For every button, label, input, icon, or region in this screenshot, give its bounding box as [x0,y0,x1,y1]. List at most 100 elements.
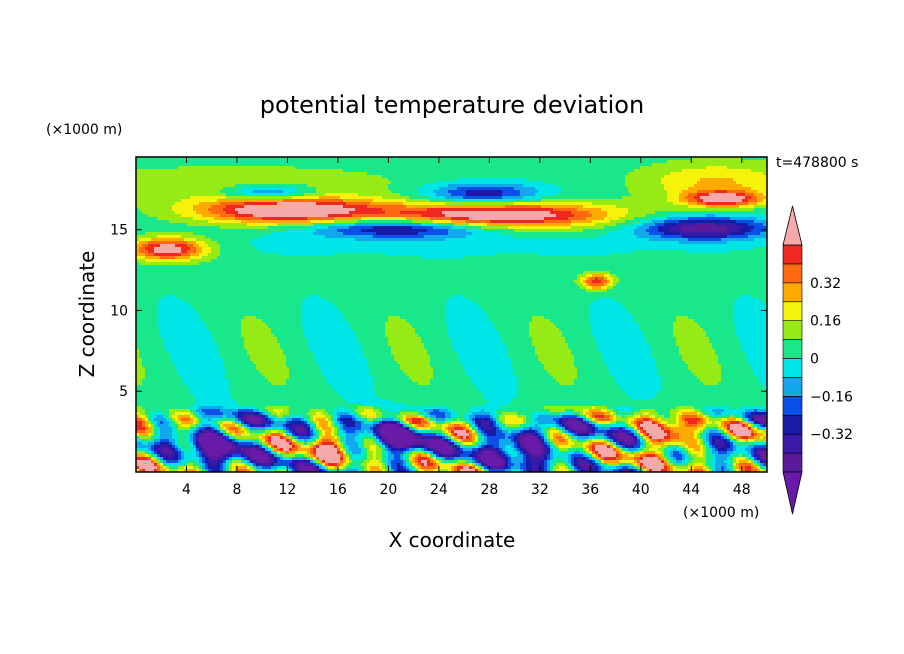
contour-cell [718,160,721,163]
contour-cell [604,163,607,166]
contour-cell [514,193,517,196]
contour-cell [160,202,163,205]
contour-cell [250,190,253,193]
contour-cell [580,160,583,163]
contour-cell [454,196,457,199]
contour-cell [454,217,457,220]
contour-cell [508,169,511,172]
contour-cell [181,172,184,175]
contour-cell [445,202,448,205]
contour-cell [712,184,715,187]
contour-cell [331,196,334,199]
contour-cell [184,184,187,187]
contour-cell [214,220,217,223]
contour-cell [382,202,385,205]
contour-cell [178,223,181,226]
contour-cell [166,205,169,208]
contour-cell [661,175,664,178]
contour-cell [508,202,511,205]
contour-cell [193,178,196,181]
contour-cell [541,208,544,211]
contour-cell [724,205,727,208]
contour-cell [448,166,451,169]
contour-cell [319,208,322,211]
contour-cell [526,166,529,169]
contour-cell [607,196,610,199]
contour-cell [142,169,145,172]
contour-cell [349,175,352,178]
contour-cell [166,226,169,229]
contour-cell [217,184,220,187]
contour-cell [505,205,508,208]
contour-cell [517,175,520,178]
contour-cell [643,205,646,208]
contour-cell [172,193,175,196]
contour-cell [550,214,553,217]
contour-cell [409,181,412,184]
contour-cell [154,160,157,163]
contour-cell [748,193,751,196]
contour-cell [337,220,340,223]
contour-cell [676,187,679,190]
contour-cell [265,217,268,220]
contour-cell [322,214,325,217]
contour-cell [298,181,301,184]
contour-cell [295,208,298,211]
contour-cell [730,181,733,184]
contour-cell [418,223,421,226]
contour-cell [661,169,664,172]
contour-cell [325,196,328,199]
contour-cell [739,193,742,196]
contour-cell [655,163,658,166]
contour-cell [409,175,412,178]
contour-cell [172,205,175,208]
contour-cell [577,202,580,205]
contour-cell [436,199,439,202]
contour-cell [490,199,493,202]
contour-cell [247,181,250,184]
contour-cell [328,193,331,196]
contour-cell [463,211,466,214]
contour-cell [166,181,169,184]
contour-cell [310,172,313,175]
contour-cell [403,199,406,202]
contour-cell [169,160,172,163]
contour-cell [184,196,187,199]
contour-cell [214,187,217,190]
contour-cell [721,169,724,172]
contour-cell [763,196,766,199]
contour-cell [247,214,250,217]
contour-cell [346,196,349,199]
contour-cell [502,193,505,196]
contour-cell [643,172,646,175]
contour-cell [220,172,223,175]
contour-cell [511,175,514,178]
contour-cell [607,217,610,220]
contour-cell [238,160,241,163]
contour-cell [739,190,742,193]
contour-cell [487,172,490,175]
contour-cell [379,163,382,166]
contour-cell [430,211,433,214]
contour-cell [208,193,211,196]
contour-cell [673,196,676,199]
contour-cell [535,160,538,163]
contour-cell [430,166,433,169]
contour-cell [685,214,688,217]
contour-cell [703,175,706,178]
contour-cell [331,175,334,178]
contour-cell [649,190,652,193]
contour-cell [730,175,733,178]
contour-cell [511,196,514,199]
contour-cell [214,172,217,175]
contour-cell [373,190,376,193]
contour-cell [637,202,640,205]
contour-cell [229,223,232,226]
contour-cell [403,205,406,208]
contour-cell [646,196,649,199]
contour-cell [739,184,742,187]
contour-cell [358,205,361,208]
contour-cell [532,220,535,223]
contour-cell [526,223,529,226]
contour-cell [286,169,289,172]
